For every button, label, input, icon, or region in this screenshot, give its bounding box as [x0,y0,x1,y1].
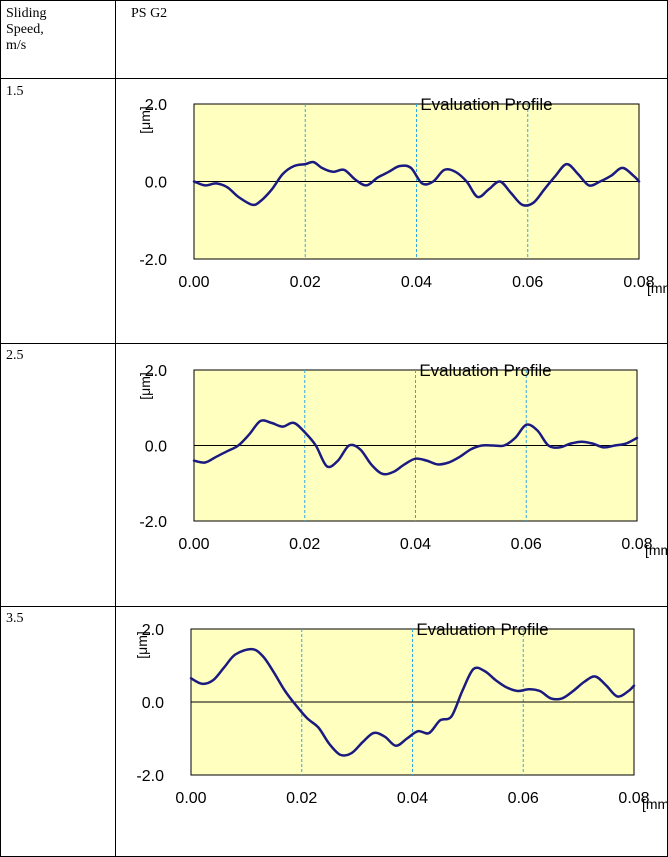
x-tick-label: 0.02 [290,274,321,291]
profile-line [189,647,636,757]
y-tick-label: -2.0 [139,514,167,531]
chart-2: Evaluation Profile 2.0 0.0 -2.0 [μm] 0.00 0.02… [137,361,668,558]
x-tick-label: 0.08 [618,790,649,807]
header-sliding-speed: Sliding Speed, m/s [6,6,111,54]
row-speed-3: 3.5 [6,611,24,626]
chart-1: Evaluation Profile 2.0 0.0 -2.0 [μm] 0.00 0.02… [137,95,668,296]
x-tick-label: 0.08 [623,274,654,291]
x-tick-label: 0.02 [289,536,320,553]
y-axis-label: [μm] [137,372,153,400]
y-tick-label: 0.0 [145,175,167,192]
x-tick-label: 0.06 [511,536,542,553]
profile-line [192,160,641,207]
y-tick-label: 2.0 [145,363,167,380]
x-tick-label: 0.06 [508,790,539,807]
header-line-3: m/s [6,38,27,53]
x-tick-label: 0.04 [401,274,432,291]
x-tick-label: 0.00 [175,790,206,807]
chart-title: Evaluation Profile [416,620,548,639]
y-tick-label: -2.0 [136,768,164,785]
header-ps-g2: PS G2 [131,6,168,21]
x-tick-label: 0.08 [621,536,652,553]
y-axis-label: [μm] [134,631,150,659]
y-tick-label: -2.0 [139,252,167,269]
x-unit-label: [mm] [645,542,668,558]
row-speed-1: 1.5 [6,84,24,99]
header-line-1: Sliding [6,6,47,21]
profile-line [192,419,639,476]
y-tick-label: 2.0 [145,97,167,114]
header-line-2: Speed, [6,22,44,37]
y-axis-label: [μm] [137,106,153,134]
y-tick-label: 0.0 [142,695,164,712]
chart-title: Evaluation Profile [419,361,551,380]
x-tick-label: 0.04 [397,790,428,807]
x-tick-label: 0.00 [178,274,209,291]
x-tick-label: 0.00 [178,536,209,553]
y-tick-label: 2.0 [142,622,164,639]
x-unit-label: [mm] [647,280,668,296]
x-tick-label: 0.04 [400,536,431,553]
chart-3: Evaluation Profile 2.0 0.0 -2.0 [μm] 0.00 0.02… [134,620,668,812]
row-speed-2: 2.5 [6,348,24,363]
chart-title: Evaluation Profile [420,95,552,114]
y-tick-label: 0.0 [145,439,167,456]
x-tick-label: 0.06 [512,274,543,291]
x-unit-label: [mm] [642,796,668,812]
x-tick-label: 0.02 [286,790,317,807]
